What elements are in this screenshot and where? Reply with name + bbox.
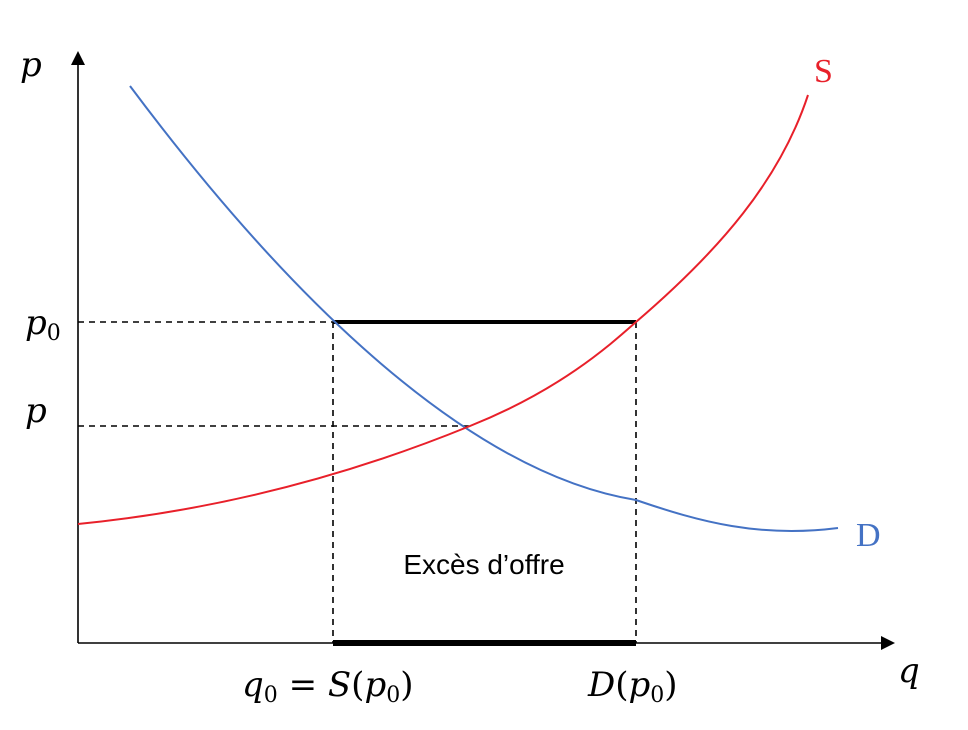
demand-curve-label: D xyxy=(856,517,881,554)
dp0-tick-open: ( xyxy=(615,665,628,705)
demand-curve xyxy=(129,85,839,533)
y-axis-label: p xyxy=(20,45,42,85)
q0-tick-open: ( xyxy=(351,665,364,705)
p-tick-label: p xyxy=(25,391,47,431)
q0-tick-close: ) xyxy=(400,665,413,705)
q0-tick-sub: 0 xyxy=(264,683,278,708)
p0-tick-base: p xyxy=(25,303,47,343)
q0-tick-arg: p xyxy=(364,665,386,705)
dp0-tick-arg: p xyxy=(629,665,651,705)
dp0-tick-close: ) xyxy=(664,665,677,705)
q0-tick-base: q xyxy=(242,665,264,705)
supply-curve-label: S xyxy=(814,53,833,90)
dp0-tick-arg-sub: 0 xyxy=(650,683,664,708)
dp0-tick-func: D xyxy=(587,665,615,705)
x-axis-label: q xyxy=(898,651,920,691)
q0-tick-arg-sub: 0 xyxy=(386,683,400,708)
p0-tick-label: p0 xyxy=(25,303,61,346)
q0-tick-equals: = xyxy=(278,665,328,705)
excess-supply-label: Excès d’offre xyxy=(403,549,564,580)
supply-curve xyxy=(77,94,809,525)
p0-tick-sub: 0 xyxy=(47,321,61,346)
q0-tick-func: S xyxy=(328,665,351,705)
q0-tick-label: q0 = S(p0) xyxy=(242,665,413,708)
dp0-tick-label: D(p0) xyxy=(587,665,678,708)
guide-lines xyxy=(78,321,637,643)
